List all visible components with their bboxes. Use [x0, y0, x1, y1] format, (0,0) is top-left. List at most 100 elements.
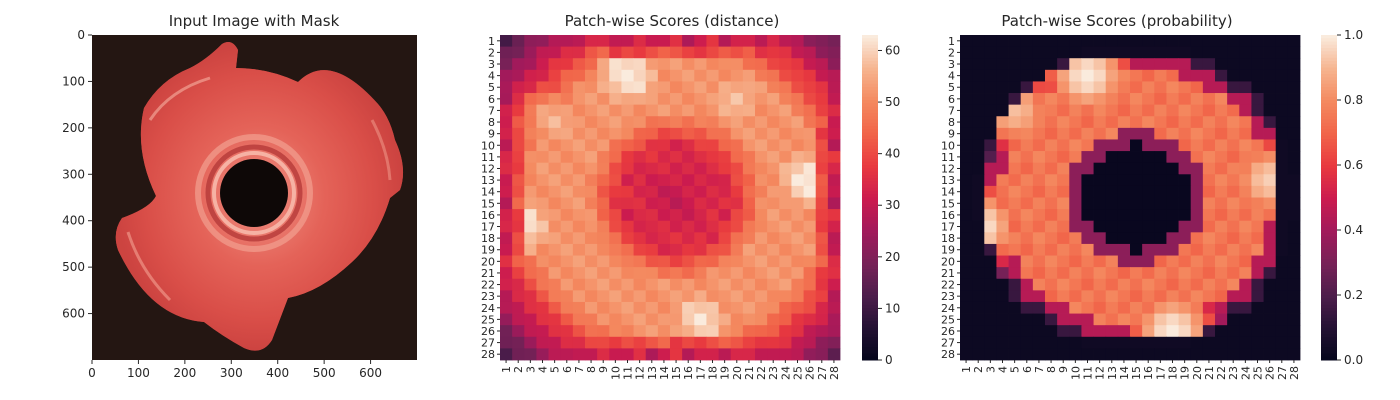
- heatmap-cell: [1239, 46, 1252, 59]
- heatmap-cell: [803, 151, 817, 164]
- heatmap-cell: [1251, 185, 1264, 198]
- col-label: 28: [828, 366, 841, 380]
- col-label: 7: [1033, 366, 1046, 373]
- heatmap-cell: [597, 232, 610, 245]
- heatmap-cell: [657, 301, 671, 314]
- heatmap-cell: [1215, 139, 1228, 152]
- heatmap-cell: [972, 174, 985, 187]
- heatmap-cell: [1275, 278, 1289, 291]
- heatmap-cell: [682, 58, 695, 71]
- heatmap-cell: [1117, 267, 1131, 280]
- row-label: 5: [948, 81, 955, 94]
- heatmap-cell: [1008, 69, 1022, 82]
- heatmap-cell: [548, 255, 562, 268]
- heatmap-cell: [1093, 69, 1107, 82]
- heatmap-cell: [1178, 104, 1192, 117]
- colorbar-segment: [1321, 340, 1337, 345]
- heatmap-cell: [609, 116, 622, 129]
- heatmap-cell: [597, 81, 610, 94]
- heatmap-cell: [633, 174, 647, 187]
- heatmap-cell: [742, 278, 756, 291]
- heatmap-cell: [1190, 313, 1204, 326]
- heatmap-cell: [512, 174, 525, 187]
- heatmap-cell: [1287, 313, 1301, 326]
- heatmap-cell: [560, 174, 574, 187]
- heatmap-cell: [645, 174, 659, 187]
- heatmap-cell: [572, 58, 586, 71]
- heatmap-cell: [609, 348, 622, 361]
- heatmap-cell: [1057, 139, 1070, 152]
- heatmap-cell: [1215, 35, 1228, 48]
- heatmap-cell: [791, 69, 804, 82]
- heatmap-cell: [827, 197, 841, 210]
- heatmap-cell: [1020, 58, 1034, 71]
- heatmap-cell: [1178, 348, 1192, 361]
- heatmap-cell: [730, 220, 744, 233]
- heatmap-cell: [742, 243, 756, 256]
- colorbar-tick-label: 10: [885, 301, 900, 315]
- heatmap-cell: [633, 58, 647, 71]
- heatmap-cell: [972, 336, 985, 349]
- heatmap-cell: [815, 116, 829, 129]
- heatmap-cell: [536, 81, 549, 94]
- heatmap-cell: [1239, 255, 1252, 268]
- heatmap-cell: [670, 46, 683, 59]
- heatmap-cell: [1093, 348, 1107, 361]
- heatmap-cell: [815, 267, 829, 280]
- colorbar-segment: [1321, 243, 1337, 247]
- heatmap-cell: [548, 197, 562, 210]
- heatmap-cell: [996, 69, 1009, 82]
- heatmap-cell: [755, 174, 768, 187]
- col-label: 4: [997, 366, 1010, 373]
- heatmap-cell: [1287, 232, 1301, 245]
- heatmap-cell: [996, 174, 1009, 187]
- heatmap-cell: [791, 243, 804, 256]
- colorbar-segment: [862, 178, 878, 182]
- colorbar-segment: [862, 301, 878, 306]
- heatmap-cell: [1275, 104, 1289, 117]
- heatmap-cell: [1178, 313, 1192, 326]
- heatmap-cell: [960, 162, 973, 175]
- heatmap-cell: [572, 197, 586, 210]
- heatmap-cell: [609, 58, 622, 71]
- heatmap-cell: [960, 81, 973, 94]
- heatmap-cell: [718, 220, 732, 233]
- heatmap-cell: [500, 197, 513, 210]
- heatmap-cell: [1130, 313, 1143, 326]
- heatmap-cell: [645, 243, 659, 256]
- heatmap-cell: [1130, 243, 1143, 256]
- colorbar-segment: [1321, 223, 1337, 228]
- colorbar-segment: [1321, 220, 1337, 224]
- heatmap-cell: [960, 336, 973, 349]
- heatmap-cell: [670, 209, 683, 222]
- heatmap-cell: [609, 151, 622, 164]
- colorbar-tick-label: 0.2: [1344, 288, 1363, 302]
- heatmap-cell: [1069, 139, 1082, 152]
- heatmap-cell: [996, 278, 1009, 291]
- heatmap-cell: [1130, 81, 1143, 94]
- heatmap-cell: [803, 197, 817, 210]
- heatmap-cell: [621, 313, 634, 326]
- heatmap-cell: [1251, 127, 1264, 140]
- heatmap-cell: [730, 232, 744, 245]
- heatmap-cell: [1154, 220, 1167, 233]
- heatmap-cell: [742, 104, 756, 117]
- heatmap-cell: [548, 243, 562, 256]
- heatmap-cell: [621, 46, 634, 59]
- heatmap-cell: [972, 58, 985, 71]
- heatmap-cell: [597, 220, 610, 233]
- heatmap-cell: [1105, 162, 1119, 175]
- heatmap-cell: [1239, 81, 1252, 94]
- heatmap-cell: [984, 185, 997, 198]
- colorbar-segment: [862, 57, 878, 62]
- colorbar-segment: [1321, 174, 1337, 179]
- heatmap-cell: [960, 139, 973, 152]
- heatmap-cell: [815, 93, 829, 106]
- col-label: 1: [500, 366, 513, 373]
- row-label: 17: [481, 221, 495, 234]
- heatmap-cell: [815, 232, 829, 245]
- heatmap-cell: [633, 220, 647, 233]
- heatmap-cell: [572, 127, 586, 140]
- heatmap-cell: [1142, 58, 1155, 71]
- heatmap-cell: [1130, 232, 1143, 245]
